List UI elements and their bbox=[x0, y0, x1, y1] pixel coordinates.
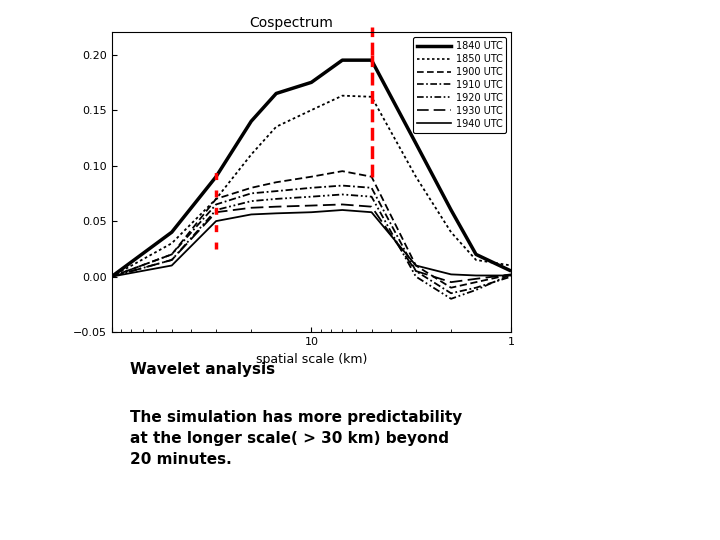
1900 UTC bbox=[472, 279, 480, 285]
1850 UTC bbox=[338, 92, 346, 99]
Legend: 1840 UTC, 1850 UTC, 1900 UTC, 1910 UTC, 1920 UTC, 1930 UTC, 1940 UTC: 1840 UTC, 1850 UTC, 1900 UTC, 1910 UTC, … bbox=[413, 37, 506, 132]
1920 UTC bbox=[367, 193, 376, 200]
1850 UTC bbox=[272, 124, 281, 130]
1850 UTC bbox=[212, 195, 220, 202]
1910 UTC bbox=[168, 251, 176, 258]
1840 UTC bbox=[507, 268, 516, 274]
1930 UTC bbox=[247, 205, 256, 211]
Line: 1840 UTC: 1840 UTC bbox=[112, 60, 511, 276]
1840 UTC bbox=[446, 207, 455, 213]
Line: 1920 UTC: 1920 UTC bbox=[112, 194, 511, 299]
1840 UTC bbox=[367, 57, 376, 63]
1850 UTC bbox=[367, 93, 376, 100]
1930 UTC bbox=[472, 275, 480, 282]
1900 UTC bbox=[107, 273, 116, 280]
1940 UTC bbox=[367, 209, 376, 215]
1840 UTC bbox=[168, 229, 176, 235]
1920 UTC bbox=[472, 287, 480, 293]
1920 UTC bbox=[168, 256, 176, 263]
1930 UTC bbox=[212, 209, 220, 215]
1910 UTC bbox=[446, 290, 455, 296]
1850 UTC bbox=[307, 107, 316, 113]
1910 UTC bbox=[338, 183, 346, 189]
1900 UTC bbox=[338, 168, 346, 174]
1900 UTC bbox=[168, 251, 176, 258]
1920 UTC bbox=[446, 295, 455, 302]
1900 UTC bbox=[367, 173, 376, 180]
1940 UTC bbox=[307, 209, 316, 215]
1920 UTC bbox=[212, 207, 220, 213]
1850 UTC bbox=[507, 262, 516, 269]
1920 UTC bbox=[338, 191, 346, 198]
1840 UTC bbox=[272, 90, 281, 97]
1940 UTC bbox=[168, 262, 176, 269]
1840 UTC bbox=[472, 251, 480, 258]
Line: 1930 UTC: 1930 UTC bbox=[112, 205, 511, 282]
1930 UTC bbox=[307, 202, 316, 209]
1840 UTC bbox=[247, 118, 256, 124]
1930 UTC bbox=[446, 279, 455, 285]
1850 UTC bbox=[107, 273, 116, 280]
Line: 1850 UTC: 1850 UTC bbox=[112, 96, 511, 276]
1930 UTC bbox=[338, 201, 346, 208]
1930 UTC bbox=[168, 256, 176, 263]
1900 UTC bbox=[212, 195, 220, 202]
1940 UTC bbox=[412, 262, 420, 269]
1910 UTC bbox=[412, 268, 420, 274]
1940 UTC bbox=[107, 273, 116, 280]
1930 UTC bbox=[412, 268, 420, 274]
1920 UTC bbox=[107, 273, 116, 280]
X-axis label: spatial scale (km): spatial scale (km) bbox=[256, 353, 367, 366]
1900 UTC bbox=[446, 285, 455, 291]
1840 UTC bbox=[307, 79, 316, 85]
Text: The simulation has more predictability
at the longer scale( > 30 km) beyond
20 m: The simulation has more predictability a… bbox=[130, 410, 462, 468]
1910 UTC bbox=[107, 273, 116, 280]
Line: 1900 UTC: 1900 UTC bbox=[112, 171, 511, 288]
1940 UTC bbox=[272, 210, 281, 217]
1900 UTC bbox=[412, 262, 420, 269]
1840 UTC bbox=[412, 140, 420, 147]
1930 UTC bbox=[507, 271, 516, 278]
Text: Wavelet analysis: Wavelet analysis bbox=[130, 362, 275, 377]
1920 UTC bbox=[272, 195, 281, 202]
1920 UTC bbox=[307, 193, 316, 200]
Line: 1940 UTC: 1940 UTC bbox=[112, 210, 511, 276]
1910 UTC bbox=[307, 185, 316, 191]
1930 UTC bbox=[107, 273, 116, 280]
1840 UTC bbox=[107, 273, 116, 280]
1900 UTC bbox=[507, 271, 516, 278]
1850 UTC bbox=[168, 240, 176, 247]
Title: Cospectrum: Cospectrum bbox=[250, 16, 333, 30]
1900 UTC bbox=[272, 179, 281, 185]
1910 UTC bbox=[367, 185, 376, 191]
1920 UTC bbox=[412, 273, 420, 280]
1940 UTC bbox=[338, 207, 346, 213]
1910 UTC bbox=[507, 273, 516, 280]
1940 UTC bbox=[247, 211, 256, 218]
1910 UTC bbox=[212, 201, 220, 208]
1900 UTC bbox=[247, 185, 256, 191]
1920 UTC bbox=[247, 198, 256, 204]
1850 UTC bbox=[247, 151, 256, 158]
1840 UTC bbox=[212, 173, 220, 180]
1840 UTC bbox=[338, 57, 346, 63]
1940 UTC bbox=[446, 271, 455, 278]
1940 UTC bbox=[507, 272, 516, 279]
Line: 1910 UTC: 1910 UTC bbox=[112, 186, 511, 293]
1940 UTC bbox=[472, 272, 480, 279]
1850 UTC bbox=[472, 256, 480, 263]
1910 UTC bbox=[247, 190, 256, 197]
1850 UTC bbox=[446, 229, 455, 235]
1850 UTC bbox=[412, 173, 420, 180]
1930 UTC bbox=[272, 204, 281, 210]
1930 UTC bbox=[367, 204, 376, 210]
1910 UTC bbox=[272, 188, 281, 194]
1910 UTC bbox=[472, 285, 480, 291]
1900 UTC bbox=[307, 173, 316, 180]
1940 UTC bbox=[212, 218, 220, 224]
1920 UTC bbox=[507, 271, 516, 278]
